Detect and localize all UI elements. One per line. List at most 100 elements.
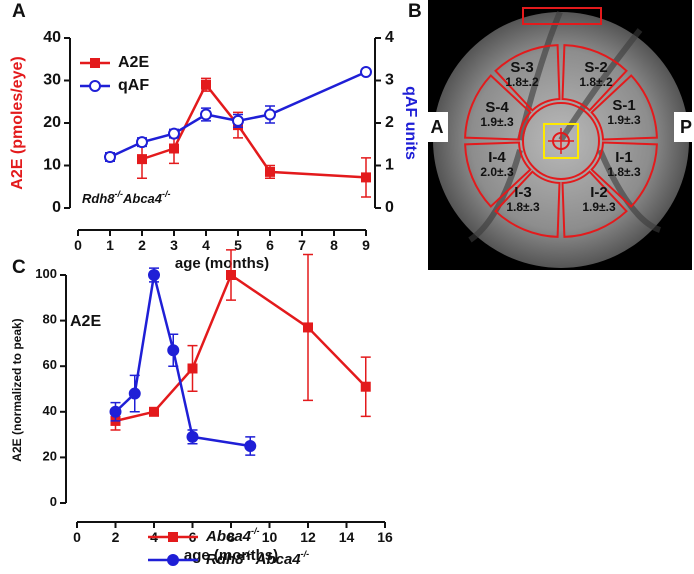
region-value: 1.9±.3: [480, 115, 514, 129]
y-axis-label: A2E (normalized to peak): [10, 318, 24, 461]
legend-label: Rdh8-/- Abca4-/-: [206, 549, 309, 568]
legend-label: A2E: [118, 54, 149, 71]
marker: [186, 430, 199, 443]
legend-label: qAF: [118, 77, 149, 94]
legend-marker: [90, 58, 100, 68]
region-name: I-2: [590, 184, 608, 201]
x-axis-label: age (months): [175, 255, 269, 272]
marker: [201, 79, 211, 90]
region-value: 1.9±.3: [582, 200, 616, 214]
y2-tick-label: 0: [385, 199, 394, 216]
x-tick-label: 12: [300, 529, 316, 545]
right-label: P: [680, 117, 692, 137]
left-label: A: [431, 117, 444, 137]
marker: [149, 406, 159, 417]
sector: [561, 44, 628, 112]
sector: [464, 74, 532, 141]
right-label-box: [674, 112, 694, 142]
sector: [590, 141, 658, 208]
sector: [494, 44, 561, 112]
x-tick-label: 8: [330, 237, 338, 253]
marker: [226, 270, 236, 280]
region-value: 1.8±.3: [607, 165, 641, 179]
x-tick-label: 10: [262, 529, 278, 545]
marker: [137, 154, 147, 165]
marker: [360, 381, 371, 392]
y-tick-label: 0: [50, 494, 57, 509]
marker: [232, 114, 244, 127]
y-tick-label: 30: [43, 72, 61, 89]
x-tick-label: 1: [106, 237, 114, 253]
sectors: S-21.8±.2S-11.9±.3I-11.8±.3I-21.9±.3I-31…: [464, 44, 658, 238]
panel-label: B: [408, 1, 422, 22]
vessels: [468, 10, 662, 243]
sector: [561, 170, 628, 238]
region-value: 1.8±.2: [505, 75, 539, 89]
marker: [200, 108, 212, 121]
x-tick-label: 0: [73, 529, 81, 545]
marker: [361, 172, 371, 183]
y2-tick-label: 4: [385, 29, 394, 46]
sector: [464, 141, 532, 208]
reference-box: [522, 7, 602, 25]
x-tick-label: 4: [202, 237, 210, 253]
x-axis-label: age (months): [184, 547, 278, 564]
region-name: S-1: [612, 97, 635, 114]
y-tick-label: 100: [35, 266, 57, 281]
marker: [169, 143, 179, 154]
panel-label: C: [12, 257, 26, 278]
legend-marker: [168, 532, 178, 542]
y-tick-label: 0: [52, 199, 61, 216]
region-name: S-2: [584, 59, 607, 76]
region-value: 1.8±.3: [506, 200, 540, 214]
y-tick-label: 20: [43, 449, 57, 464]
fundus-panel: S-21.8±.2S-11.9±.3I-11.8±.3I-21.9±.3I-31…: [408, 0, 694, 270]
x-tick-label: 5: [234, 237, 242, 253]
y2-tick-label: 1: [385, 157, 394, 174]
y-tick-label: 80: [43, 312, 57, 327]
y-tick-label: 10: [43, 157, 61, 174]
region-name: I-1: [615, 149, 633, 166]
panel-label: A: [12, 1, 26, 22]
marker: [128, 387, 141, 400]
region-value: 1.8±.2: [579, 75, 613, 89]
region-name: I-3: [514, 184, 532, 201]
legend-label: Abca4-/-: [205, 526, 260, 545]
x-tick-label: 6: [266, 237, 274, 253]
x-tick-label: 2: [112, 529, 120, 545]
marker: [148, 269, 160, 281]
x-tick-label: 14: [339, 529, 355, 545]
region-value: 1.9±.3: [607, 113, 641, 127]
y-tick-label: 40: [43, 29, 61, 46]
region-name: I-4: [488, 149, 506, 166]
y2-tick-label: 2: [385, 114, 394, 131]
x-tick-label: 16: [377, 529, 393, 545]
marker: [109, 405, 122, 418]
marker: [168, 127, 180, 140]
center-box: [543, 123, 579, 159]
series-line: [141, 82, 367, 179]
y-tick-label: 60: [43, 358, 57, 373]
crosshair: [548, 128, 574, 154]
x-tick-label: 8: [227, 529, 235, 545]
y-axis-label: A2E (pmoles/eye): [9, 56, 26, 189]
y2-axis-label: qAF units: [402, 86, 419, 160]
left-label-box: [428, 112, 448, 142]
x-tick-label: 2: [138, 237, 146, 253]
y-tick-label: 40: [43, 403, 57, 418]
marker: [303, 322, 313, 333]
region-name: S-3: [510, 59, 533, 76]
region-name: S-4: [485, 99, 509, 116]
y-tick-label: 20: [43, 114, 61, 131]
marker: [187, 363, 198, 374]
x-tick-label: 9: [362, 237, 370, 253]
marker: [244, 440, 257, 452]
annotation: Rdh8-/-Abca4-/-: [82, 189, 171, 206]
series-line: [115, 273, 367, 423]
annotation: A2E: [70, 313, 101, 330]
x-tick-label: 0: [74, 237, 82, 253]
marker: [265, 166, 275, 177]
marker: [136, 136, 148, 149]
legend-marker: [167, 554, 179, 566]
